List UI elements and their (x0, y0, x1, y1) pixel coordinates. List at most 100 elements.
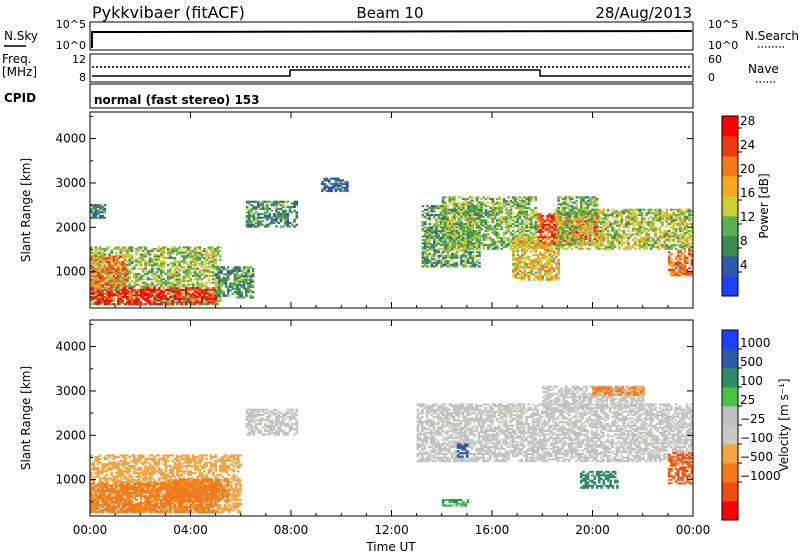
data-cell (674, 219, 678, 222)
nsky-frame (89, 21, 694, 51)
data-cell (226, 269, 230, 272)
data-cell (178, 287, 181, 290)
data-cell (448, 235, 452, 238)
data-cell (231, 269, 235, 272)
data-cell (121, 248, 125, 251)
data-cell (548, 236, 552, 239)
data-cell (453, 199, 456, 202)
data-cell (462, 233, 465, 236)
data-cell (119, 297, 122, 300)
data-cell (238, 280, 241, 283)
data-cell (133, 303, 136, 306)
data-cell (523, 201, 526, 204)
data-cell (236, 289, 239, 292)
data-cell (464, 247, 467, 250)
data-cell (123, 275, 127, 278)
data-cell (157, 283, 161, 286)
data-cell (597, 215, 601, 218)
data-cell (471, 245, 474, 248)
data-cell (226, 291, 230, 294)
data-cell (521, 255, 524, 258)
data-cell (214, 303, 217, 306)
data-cell (674, 208, 678, 211)
data-cell (92, 292, 95, 295)
data-cell (658, 240, 662, 243)
data-cell (130, 292, 134, 295)
data-cell (448, 199, 452, 202)
data-cell (489, 238, 492, 241)
data-cell (108, 267, 111, 270)
data-cell (151, 269, 154, 272)
data-cell (245, 277, 248, 280)
data-cell (581, 221, 585, 224)
data-cell (224, 273, 228, 276)
data-cell (249, 291, 253, 294)
data-cell (487, 228, 490, 231)
data-cell (649, 240, 653, 243)
data-cell (446, 249, 450, 252)
data-cell (146, 271, 150, 274)
data-cell (611, 208, 614, 211)
data-cell (216, 283, 220, 286)
data-cell (194, 249, 197, 252)
data-cell (539, 266, 542, 269)
data-cell (553, 216, 556, 219)
data-cell (514, 199, 517, 202)
data-cell (169, 269, 172, 272)
data-cell (203, 257, 206, 260)
data-cell (525, 250, 529, 253)
data-cell (448, 219, 452, 222)
data-cell (240, 280, 244, 283)
data-cell (90, 211, 93, 214)
data-cell (634, 240, 637, 243)
data-cell (218, 273, 222, 276)
data-cell (151, 301, 154, 304)
data-cell (656, 210, 660, 213)
data-cell (634, 244, 637, 247)
data-cell (544, 234, 547, 237)
data-cell (441, 199, 445, 202)
data-cell (514, 266, 517, 269)
data-cell (615, 221, 619, 224)
data-cell (661, 235, 664, 238)
data-cell (469, 208, 472, 211)
data-cell (229, 282, 232, 285)
data-cell (101, 275, 104, 278)
data-cell (196, 299, 199, 302)
data-cell (268, 213, 271, 216)
data-cell (442, 251, 445, 254)
data-cell (133, 260, 136, 263)
data-cell (618, 235, 621, 238)
data-cell (561, 242, 565, 245)
data-cell (327, 190, 331, 193)
data-cell (137, 283, 141, 286)
data-cell (557, 208, 560, 211)
data-cell (96, 273, 100, 276)
data-cell (520, 205, 524, 208)
data-cell (473, 249, 477, 252)
data-cell (249, 280, 253, 283)
data-cell (656, 219, 660, 222)
data-cell (613, 222, 617, 225)
data-cell (484, 219, 488, 222)
data-cell (441, 206, 445, 209)
data-cell (464, 212, 467, 215)
data-cell (532, 264, 536, 267)
data-cell (555, 275, 558, 278)
data-cell (516, 236, 520, 239)
data-cell (460, 263, 463, 266)
data-cell (286, 200, 290, 203)
data-cell (500, 210, 504, 213)
data-cell (561, 238, 565, 241)
data-cell (518, 262, 522, 265)
data-cell (198, 296, 202, 299)
data-cell (126, 251, 129, 254)
data-cell (162, 260, 165, 263)
data-cell (435, 214, 438, 217)
data-cell (575, 215, 578, 218)
data-cell (96, 206, 100, 209)
data-cell (546, 269, 549, 272)
data-cell (426, 231, 429, 234)
data-cell (101, 248, 104, 251)
data-cell (543, 262, 547, 265)
